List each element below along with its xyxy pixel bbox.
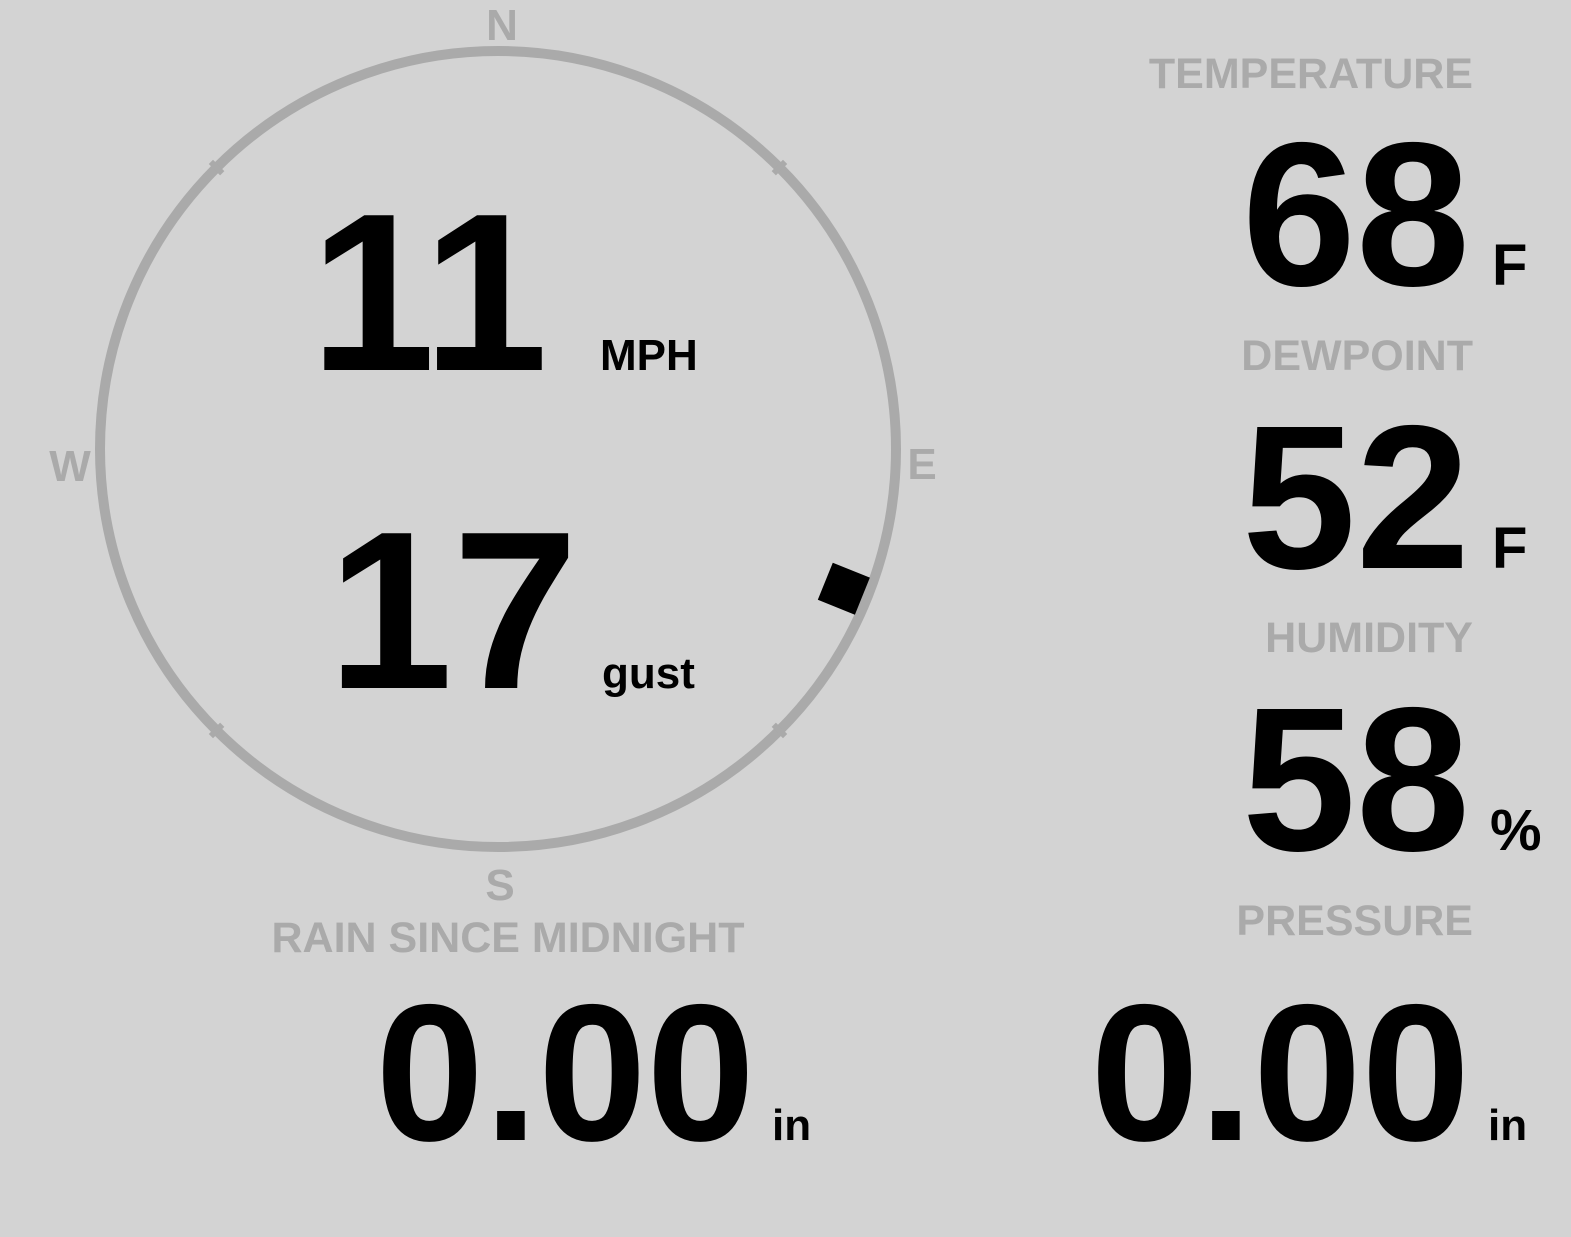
wind-direction-icon xyxy=(817,562,870,615)
compass-north: N xyxy=(486,1,518,50)
compass-west: W xyxy=(49,442,91,491)
compass-ticks xyxy=(208,159,788,739)
temperature-label: TEMPERATURE xyxy=(1149,50,1473,98)
rain-value: 0.00 xyxy=(375,964,755,1182)
compass-tick xyxy=(208,159,225,176)
wind-speed-unit: MPH xyxy=(600,331,698,380)
temperature-unit: F xyxy=(1492,233,1527,298)
rain-unit: in xyxy=(772,1101,811,1150)
humidity-label: HUMIDITY xyxy=(1265,614,1473,662)
temperature-value: 68 xyxy=(1242,100,1470,329)
wind-gust-unit: gust xyxy=(602,649,695,698)
wind-gust-value: 17 xyxy=(328,484,578,736)
compass-tick xyxy=(771,722,788,739)
wind-compass: N S E W 11 MPH 17 gust xyxy=(49,1,936,910)
pressure-unit: in xyxy=(1488,1101,1527,1150)
pressure-label: PRESSURE xyxy=(1236,897,1473,945)
dewpoint-value: 52 xyxy=(1242,383,1470,612)
rain-panel: RAIN SINCE MIDNIGHT 0.00 in xyxy=(272,914,812,1182)
compass-ring xyxy=(95,46,901,852)
temperature-panel: TEMPERATURE 68 F xyxy=(1149,50,1528,329)
pressure-value: 0.00 xyxy=(1090,964,1470,1182)
compass-tick xyxy=(208,722,225,739)
humidity-panel: HUMIDITY 58 % xyxy=(1242,614,1542,894)
dewpoint-label: DEWPOINT xyxy=(1241,332,1473,380)
humidity-value: 58 xyxy=(1242,665,1470,894)
rain-label: RAIN SINCE MIDNIGHT xyxy=(272,914,745,962)
compass-east: E xyxy=(907,440,936,489)
compass-south: S xyxy=(485,861,514,910)
wind-speed-value: 11 xyxy=(310,166,548,418)
pressure-panel: PRESSURE 0.00 in xyxy=(1090,897,1527,1182)
compass-tick xyxy=(771,159,788,176)
dewpoint-unit: F xyxy=(1492,516,1527,581)
humidity-unit: % xyxy=(1490,798,1542,863)
dewpoint-panel: DEWPOINT 52 F xyxy=(1241,332,1527,612)
